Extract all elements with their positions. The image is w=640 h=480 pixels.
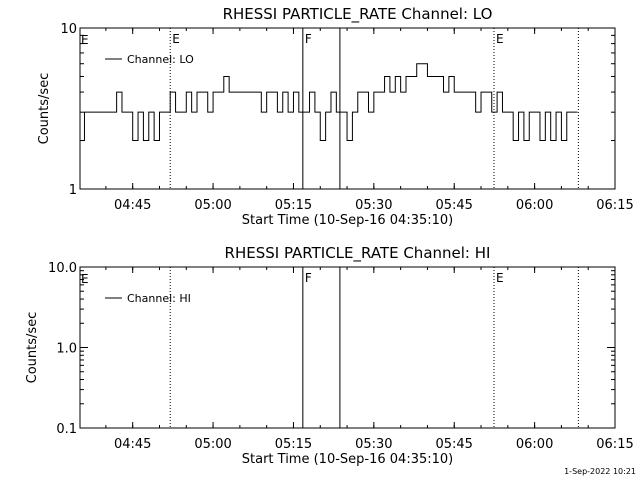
panel-1-series-line [80,63,578,142]
panel-1-legend-label: Channel: LO [127,53,194,66]
panel-1-y-tick-label: 10 [60,22,77,37]
panel-2-edge-flag: E [81,272,89,286]
panel-2-event-flag: F [305,271,312,285]
panel-2-x-tick-label: 05:00 [194,437,231,452]
panel-1-event-flag: F [305,32,312,46]
panel-1-y-tick-label: 1 [69,183,77,198]
panel-2-x-tick-label: 05:45 [435,437,472,452]
panel-2-legend-label: Channel: HI [127,292,191,305]
panel-1-event-flag: E [496,32,504,46]
panel-1-y-axis-label: Counts/sec [37,73,52,145]
panel-1-event-flag: E [172,32,180,46]
panel-2-event-flag: E [496,271,504,285]
panel-1-edge-flag: E [81,33,89,47]
panel-1-x-tick-label: 06:00 [516,198,553,213]
panel-1-x-tick-label: 05:45 [435,198,472,213]
panel-2-x-tick-label: 05:15 [275,437,312,452]
panel-1-x-tick-label: 06:15 [596,198,633,213]
panel-2-x-axis-label: Start Time (10-Sep-16 04:35:10) [242,452,453,467]
panel-2-y-axis-label: Counts/sec [25,312,40,384]
panel-2-y-tick-label: 0.1 [56,422,77,437]
panel-1-x-tick-label: 04:45 [114,198,151,213]
panel-1-x-tick-label: 05:15 [275,198,312,213]
panel-2-y-tick-label: 10.0 [48,261,77,276]
panel-1-x-tick-label: 05:00 [194,198,231,213]
panel-1-x-tick-label: 05:30 [355,198,392,213]
panel-2-x-tick-label: 04:45 [114,437,151,452]
panel-1-title: RHESSI PARTICLE_RATE Channel: LO [223,5,493,24]
footer-timestamp: 1-Sep-2022 10:21 [564,467,636,476]
panel-2-x-tick-label: 06:15 [596,437,633,452]
panel-1: RHESSI PARTICLE_RATE Channel: LO 04:45 05:… [37,5,634,228]
panel-1-x-axis-label: Start Time (10-Sep-16 04:35:10) [242,213,453,228]
panel-2-x-tick-label: 05:30 [355,437,392,452]
panel-2-x-tick-label: 06:00 [516,437,553,452]
panel-2-title: RHESSI PARTICLE_RATE Channel: HI [225,244,491,263]
panel-2: RHESSI PARTICLE_RATE Channel: HI 04:45 05:… [25,244,634,467]
panel-2-y-tick-label: 1.0 [56,342,77,357]
